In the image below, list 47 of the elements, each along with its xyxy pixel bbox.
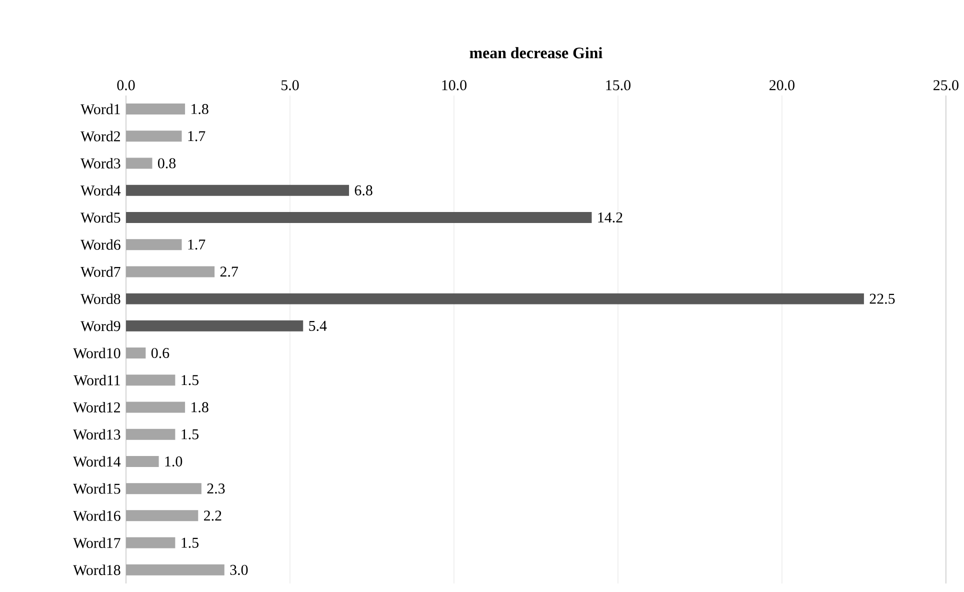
data-label: 14.2 <box>598 212 622 223</box>
data-label: 1.5 <box>182 429 198 440</box>
y-tick-label: Word5 <box>80 212 120 223</box>
bar <box>126 184 350 196</box>
y-tick-label: Word4 <box>80 185 121 196</box>
y-tick-label: Word6 <box>80 239 120 250</box>
y-tick-label: Word10 <box>73 348 120 358</box>
x-tick-label: 5.0 <box>282 80 299 90</box>
data-label: 0.6 <box>151 348 170 358</box>
bar <box>126 212 592 223</box>
x-tick-label: 0.0 <box>117 80 135 90</box>
x-tick-label: 10.0 <box>442 80 466 90</box>
data-label: 5.4 <box>309 320 327 331</box>
data-label: 0.8 <box>158 158 176 168</box>
x-tick-label: 25.0 <box>934 80 958 90</box>
data-label: 6.8 <box>354 185 372 196</box>
data-label: 1.5 <box>182 538 198 548</box>
data-label: 3.0 <box>230 564 248 576</box>
y-tick-label: Word13 <box>73 429 120 440</box>
bar <box>126 320 304 332</box>
data-label: 1.8 <box>192 402 208 412</box>
y-tick-label: Word9 <box>80 320 120 332</box>
x-tick-label: 15.0 <box>606 80 630 90</box>
data-label: 22.5 <box>870 294 895 304</box>
data-label: 1.7 <box>188 240 206 250</box>
y-tick-label: Word8 <box>80 294 120 304</box>
chart-title: mean decrease Gini <box>470 47 602 58</box>
y-tick-label: Word7 <box>80 266 120 278</box>
y-tick-label: Word11 <box>74 374 120 386</box>
data-label: 2.7 <box>220 266 238 277</box>
data-label: 1.0 <box>165 456 182 467</box>
data-label: 1.5 <box>182 375 198 386</box>
y-tick-label: Word18 <box>73 564 120 576</box>
bar <box>126 293 864 304</box>
y-tick-label: Word15 <box>73 483 120 494</box>
y-tick-label: Word12 <box>73 402 120 413</box>
y-tick-label: Word17 <box>73 538 120 548</box>
y-tick-label: Word3 <box>80 158 120 169</box>
x-tick-label: 20.0 <box>770 80 794 90</box>
data-label: 2.2 <box>204 510 222 521</box>
data-label: 1.8 <box>192 104 208 114</box>
data-label: 1.7 <box>188 131 206 142</box>
y-tick-label: Word14 <box>73 456 121 467</box>
y-tick-label: Word1 <box>80 104 120 114</box>
data-label: 2.3 <box>207 484 225 494</box>
y-tick-label: Word16 <box>73 510 120 521</box>
y-tick-label: Word2 <box>80 130 120 142</box>
